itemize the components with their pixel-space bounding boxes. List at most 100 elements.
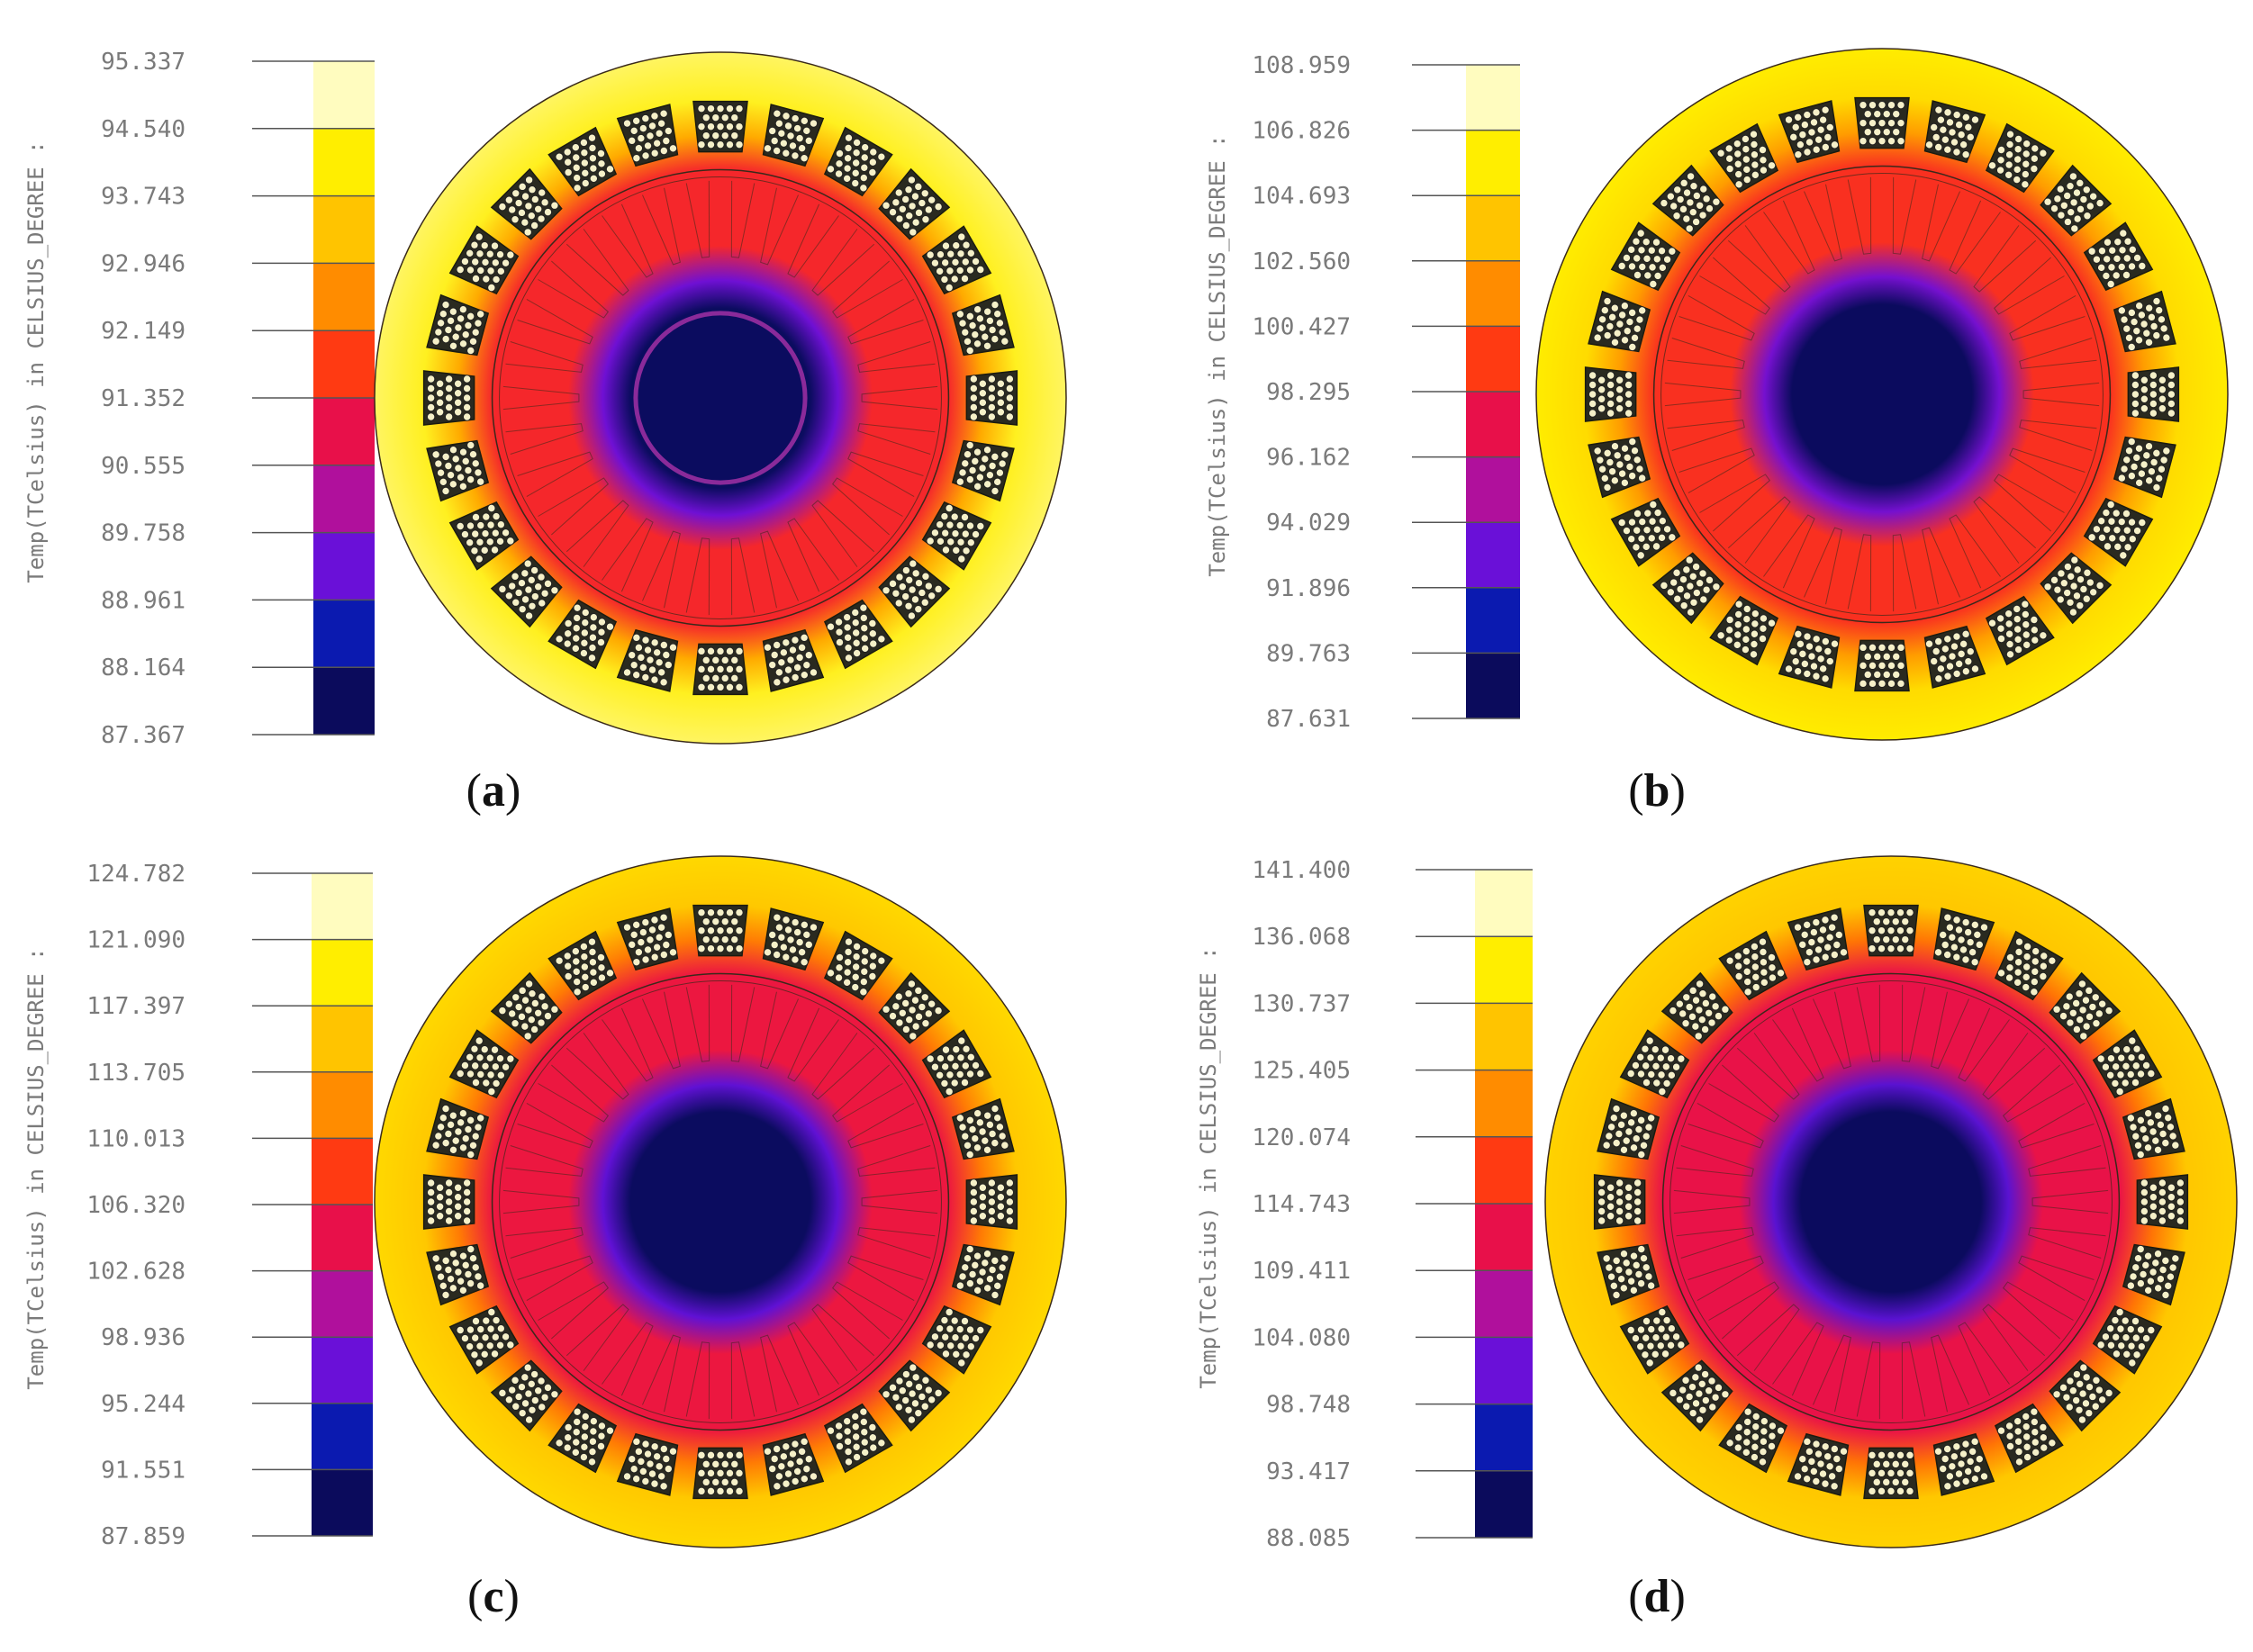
conductor [476, 1070, 485, 1079]
conductor [1932, 132, 1941, 142]
conductor [2117, 262, 2126, 272]
conductor [2095, 1009, 2104, 1018]
conductor [965, 521, 975, 530]
stator-slot [490, 167, 563, 240]
conductor [697, 943, 706, 953]
conductor [426, 1206, 436, 1216]
conductor [2070, 224, 2079, 233]
conductor [511, 1376, 520, 1385]
stator-slot [2092, 1029, 2163, 1099]
conductor [1892, 670, 1901, 680]
conductor [770, 136, 779, 146]
conductor [485, 537, 494, 546]
conductor [456, 265, 465, 275]
conductor [1979, 923, 1989, 932]
conductor [2136, 1115, 2146, 1125]
conductor [782, 149, 791, 158]
conductor [1000, 1141, 1009, 1150]
conductor [951, 528, 960, 538]
conductor [1700, 1025, 1710, 1034]
conductor [523, 559, 532, 568]
conductor [659, 146, 669, 156]
conductor [1000, 1254, 1009, 1263]
conductor [900, 998, 910, 1008]
conductor [1602, 1254, 1611, 1263]
conductor [458, 339, 468, 348]
conductor [1759, 614, 1769, 623]
conductor [991, 1104, 1000, 1114]
conductor [580, 628, 590, 637]
conductor [2143, 1251, 2153, 1260]
conductor [2103, 525, 2112, 534]
conductor [978, 408, 988, 417]
conductor [2140, 375, 2149, 384]
conductor [632, 633, 641, 643]
conductor [524, 611, 534, 620]
conductor [436, 1272, 446, 1281]
conductor [716, 646, 725, 656]
conductor [550, 1005, 559, 1014]
conductor [2063, 217, 2073, 227]
conductor [656, 1472, 666, 1481]
conductor [1891, 916, 1900, 926]
conductor [458, 1109, 468, 1118]
conductor [1873, 127, 1882, 137]
conductor [2065, 992, 2074, 1001]
conductor [936, 1053, 946, 1063]
rotor-slots [1664, 176, 2100, 612]
conductor [843, 633, 853, 642]
conductor [988, 461, 997, 471]
panel-c: 124.782121.090117.397113.705110.013106.3… [23, 855, 1067, 1622]
conductor [474, 1272, 483, 1281]
rotor-slot [831, 1281, 903, 1340]
conductor [2096, 516, 2106, 526]
conductor [444, 1265, 453, 1275]
conductor [842, 978, 852, 988]
rotor-slot [831, 1064, 903, 1123]
conductor [735, 664, 744, 674]
conductor [1644, 1272, 1653, 1281]
conductor [2122, 526, 2131, 535]
conductor [426, 1197, 436, 1206]
conductor [777, 1462, 786, 1471]
conductor [782, 638, 791, 647]
colorbar-tick-label: 108.959 [1252, 52, 1351, 79]
rotor-slot [1667, 338, 1745, 369]
conductor [481, 528, 490, 538]
conductor [706, 122, 716, 131]
conductor [563, 158, 573, 167]
conductor [835, 952, 845, 962]
conductor [2122, 1061, 2131, 1071]
conductor [1821, 105, 1830, 114]
conductor [1934, 674, 1943, 683]
conductor [2005, 963, 2014, 972]
conductor [1793, 923, 1803, 932]
stator-slot [1709, 595, 1779, 666]
conductor [579, 648, 589, 658]
conductor [804, 1454, 813, 1464]
conductor [842, 174, 852, 184]
conductor [480, 546, 489, 555]
panel-caption: (a) [466, 765, 521, 817]
rotor-slot [1708, 1064, 1780, 1123]
conductor [475, 249, 484, 258]
rotor-slot [2018, 1255, 2095, 1302]
conductor [930, 528, 940, 537]
conductor [647, 1469, 657, 1478]
conductor [1634, 1124, 1643, 1134]
conductor [973, 447, 982, 456]
conductor [2167, 409, 2176, 418]
conductor [2005, 952, 2015, 962]
conductor [1630, 333, 1640, 343]
conductor [529, 221, 539, 230]
conductor [852, 1452, 862, 1462]
conductor [1807, 128, 1816, 137]
conductor [664, 660, 673, 670]
conductor [543, 1383, 553, 1393]
conductor [966, 248, 976, 258]
conductor [458, 305, 468, 314]
conductor [2066, 1377, 2075, 1386]
conductor [1642, 1061, 1651, 1070]
conductor [987, 1178, 997, 1187]
conductor [2149, 399, 2158, 409]
